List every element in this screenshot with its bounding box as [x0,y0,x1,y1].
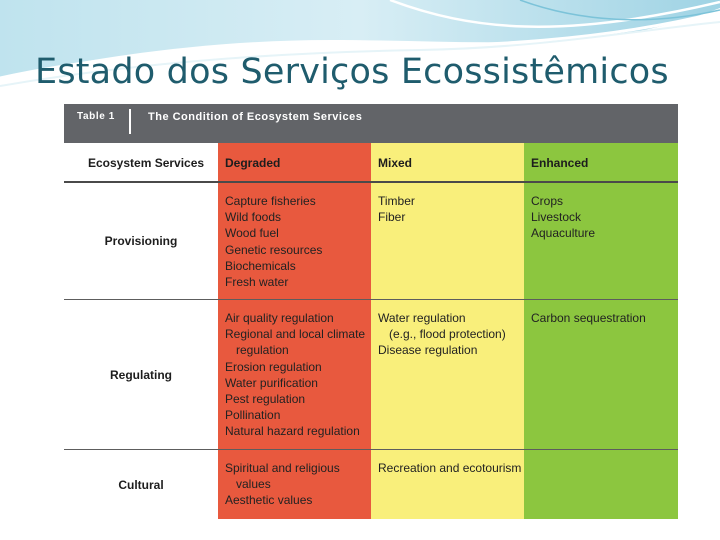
header-mixed: Mixed [378,156,413,170]
list-item: Water purification [225,375,318,390]
list-item: (e.g., flood protection) [389,327,506,342]
list-item: Air quality regulation [225,311,334,325]
list-item: Capture fisheries [225,194,316,208]
list-item: Regional and local climate [225,327,366,342]
enhanced-column [524,143,678,519]
cultural-mixed-cell: Recreation and ecotourism [378,460,521,476]
list-item: Natural hazard regulation [225,424,360,439]
cultural-degraded-cell: Spiritual and religious values Aesthetic… [225,460,340,509]
list-item: regulation [236,343,289,358]
row-label-provisioning: Provisioning [104,234,178,248]
regulating-mixed-cell: Water regulation (e.g., flood protection… [378,310,506,359]
list-item: Biochemicals [225,258,296,273]
provisioning-mixed-cell: Timber Fiber [378,193,415,225]
list-item: Fiber [378,210,406,225]
list-item: values [236,477,271,492]
row-divider [64,299,678,300]
list-item: Aquaculture [531,226,596,241]
list-item: Fresh water [225,275,289,290]
list-item: Aesthetic values [225,493,313,508]
list-item: Pest regulation [225,392,306,407]
list-item: Livestock [531,210,582,225]
list-item: Genetic resources [225,242,323,257]
list-item: Crops [531,194,564,208]
list-item: Timber [378,194,415,208]
header-wave-decoration [0,0,720,87]
list-item: Carbon sequestration [531,311,646,325]
list-item: Spiritual and religious [225,461,340,475]
list-item: Disease regulation [378,343,478,358]
ecosystem-services-table: Table 1 The Condition of Ecosystem Servi… [64,104,678,519]
table-title: The Condition of Ecosystem Services [148,111,363,123]
row-label-cultural: Cultural [118,478,164,492]
list-item: Pollination [225,408,281,423]
degraded-column [218,143,371,519]
header-rule [64,181,678,183]
header-degraded: Degraded [225,156,281,170]
list-item: Erosion regulation [225,359,322,374]
row-label-regulating: Regulating [110,368,172,382]
provisioning-enhanced-cell: Crops Livestock Aquaculture [531,193,595,242]
table-title-bar: Table 1 The Condition of Ecosystem Servi… [64,104,678,143]
mixed-column [371,143,524,519]
header-ecosystem-services: Ecosystem Services [88,156,205,170]
list-item: Wood fuel [225,226,279,241]
slide-title: Estado dos Serviços Ecossistêmicos [35,52,669,92]
list-item: Water regulation [378,311,466,325]
provisioning-degraded-cell: Capture fisheries Wild foods Wood fuel G… [225,193,322,290]
table-number-label: Table 1 [77,111,115,122]
regulating-degraded-cell: Air quality regulation Regional and loca… [225,310,365,440]
header-enhanced: Enhanced [531,156,589,170]
row-divider [64,449,678,450]
list-item: Wild foods [225,210,282,225]
title-divider [129,109,131,134]
list-item: Recreation and ecotourism [378,461,522,475]
regulating-enhanced-cell: Carbon sequestration [531,310,646,326]
